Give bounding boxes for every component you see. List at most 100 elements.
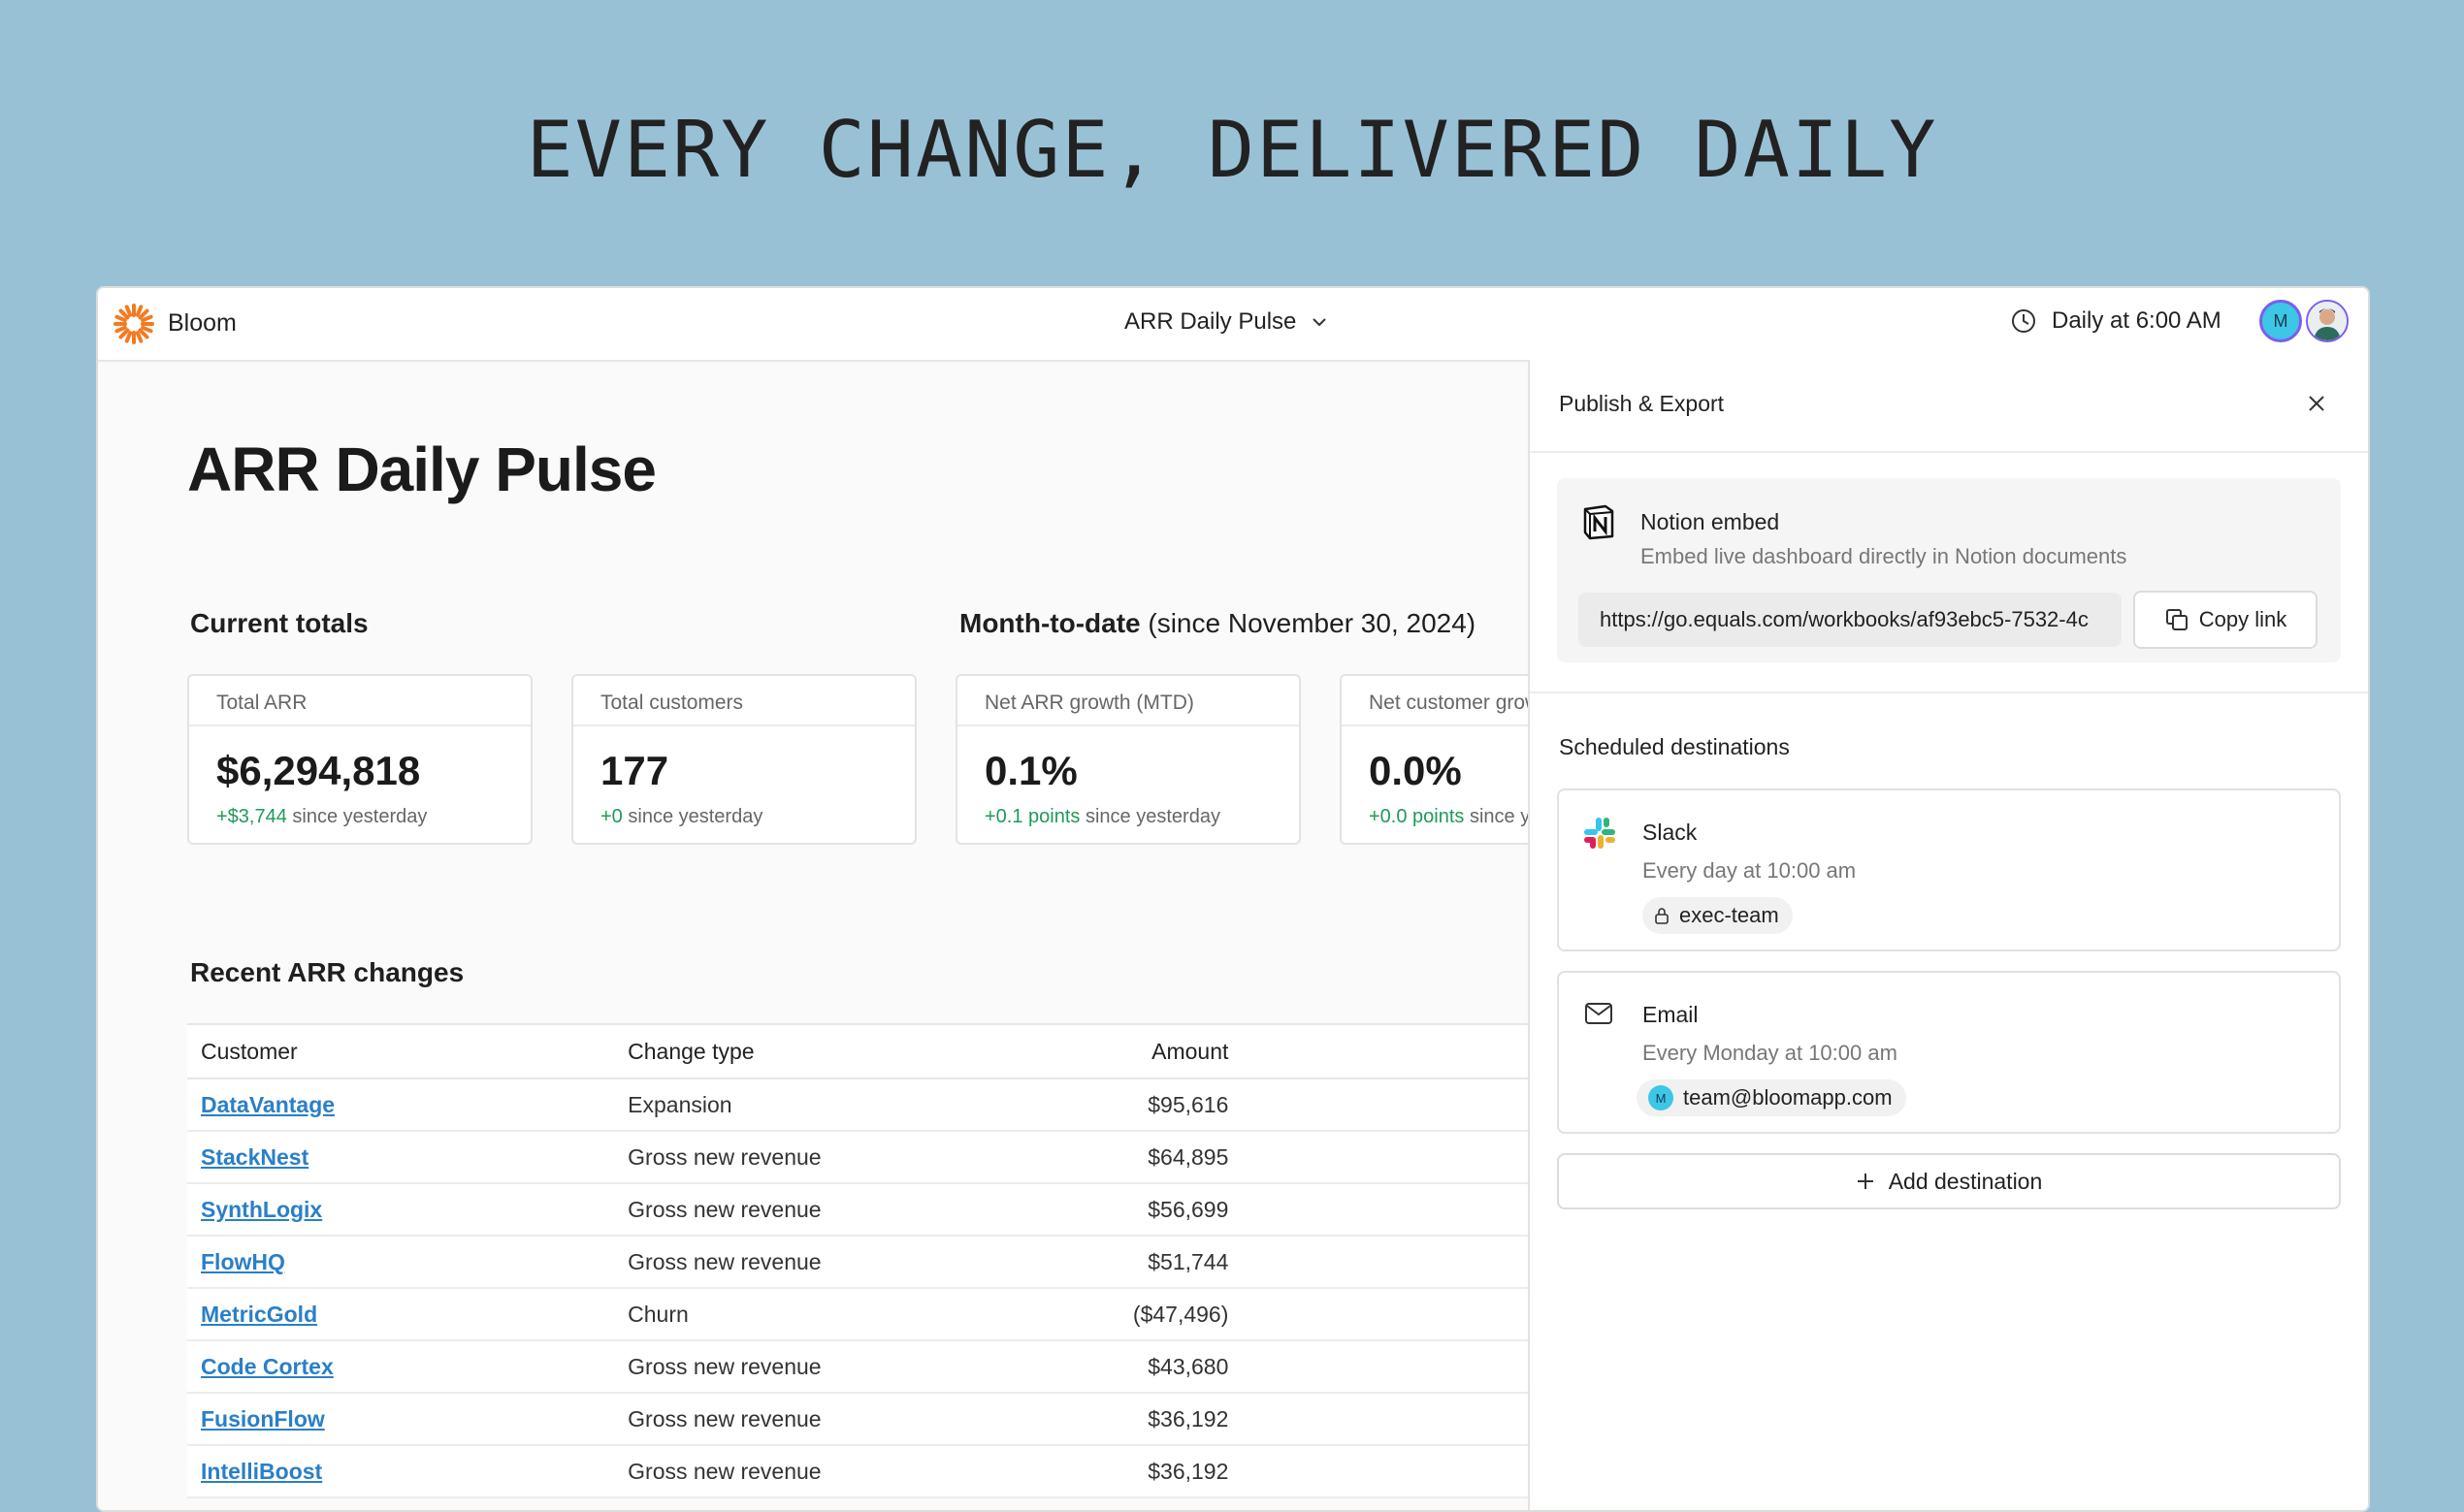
- customer-link[interactable]: StackNest: [201, 1143, 309, 1170]
- table-row[interactable]: MetricGold Churn ($47,496): [187, 1288, 1528, 1341]
- metric-card-total-arr: Total ARR $6,294,818 +$3,744 since yeste…: [187, 674, 533, 845]
- avatar-initial: M: [1655, 1090, 1667, 1106]
- metric-label: Net customer growth (MTD): [1342, 676, 1528, 726]
- table-row[interactable]: StackNest Gross new revenue $64,895: [187, 1131, 1528, 1184]
- destination-card-slack[interactable]: Slack Every day at 10:00 am exec-team: [1557, 788, 2341, 951]
- top-bar: Bloom ARR Daily Pulse Daily at 6:00 AM M: [98, 288, 2368, 362]
- page-title: ARR Daily Pulse: [187, 434, 657, 504]
- customer-link[interactable]: SynthLogix: [201, 1196, 323, 1222]
- delta-suffix: since yesterday: [292, 806, 428, 827]
- customer-link[interactable]: FlowHQ: [201, 1248, 285, 1274]
- add-destination-button[interactable]: Add destination: [1557, 1153, 2341, 1209]
- table-row[interactable]: IntelliBoost Gross new revenue $36,192: [187, 1445, 1528, 1498]
- schedule-label: Daily at 6:00 AM: [2052, 307, 2221, 334]
- table-row[interactable]: Code Cortex Gross new revenue $43,680: [187, 1340, 1528, 1394]
- mtd-heading: Month-to-date (since November 30, 2024): [959, 608, 1475, 639]
- avatar-photo[interactable]: [2306, 300, 2349, 342]
- amount-cell: ($47,496): [1039, 1288, 1243, 1341]
- destination-name: Slack: [1642, 820, 1698, 845]
- arr-changes-table: Customer Change type Amount DataVantage E…: [187, 1023, 1528, 1498]
- add-destination-label: Add destination: [1888, 1168, 2043, 1194]
- delta-suffix: since yesterday: [1469, 806, 1528, 827]
- change-type-cell: Gross new revenue: [614, 1340, 1040, 1394]
- chip-label: exec-team: [1679, 903, 1779, 927]
- avatar-group: M: [2259, 300, 2349, 342]
- workbook-title: ARR Daily Pulse: [1124, 308, 1297, 335]
- mtd-label: Month-to-date: [959, 608, 1141, 638]
- delta-amount: +0.0 points: [1369, 806, 1465, 827]
- customer-link[interactable]: FusionFlow: [201, 1405, 325, 1432]
- delta-amount: +0.1 points: [985, 806, 1081, 827]
- customer-link[interactable]: DataVantage: [201, 1091, 336, 1117]
- avatar: M: [1648, 1085, 1673, 1110]
- person-photo-icon: [2308, 302, 2347, 340]
- extra-cell: [1242, 1236, 1528, 1289]
- metric-delta: +0.1 points since yesterday: [985, 806, 1220, 828]
- chip-label: team@bloomapp.com: [1683, 1085, 1893, 1110]
- column-header-change-type[interactable]: Change type: [614, 1023, 1040, 1079]
- schedule-indicator[interactable]: Daily at 6:00 AM: [2011, 307, 2221, 335]
- customer-link[interactable]: IntelliBoost: [201, 1458, 323, 1484]
- extra-cell: [1242, 1340, 1528, 1394]
- destination-schedule: Every Monday at 10:00 am: [1642, 1041, 1897, 1065]
- delta-amount: +$3,744: [216, 806, 287, 827]
- table-row[interactable]: SynthLogix Gross new revenue $56,699: [187, 1183, 1528, 1237]
- change-type-cell: Gross new revenue: [614, 1183, 1040, 1237]
- workbook-selector[interactable]: ARR Daily Pulse: [1124, 308, 1329, 336]
- change-type-cell: Gross new revenue: [614, 1131, 1040, 1184]
- divider: [1530, 451, 2368, 453]
- change-type-cell: Gross new revenue: [614, 1236, 1040, 1289]
- copy-link-button[interactable]: Copy link: [2133, 591, 2318, 649]
- table-row[interactable]: DataVantage Expansion $95,616: [187, 1078, 1528, 1132]
- extra-cell: [1242, 1131, 1528, 1184]
- close-icon[interactable]: [2306, 393, 2327, 414]
- extra-cell: [1242, 1393, 1528, 1446]
- metric-value: 0.0%: [1369, 748, 1462, 793]
- notion-title: Notion embed: [1640, 509, 1780, 534]
- extra-cell: [1242, 1078, 1528, 1132]
- divider: [1530, 692, 2368, 693]
- extra-cell: [1242, 1445, 1528, 1498]
- customer-cell: Code Cortex: [187, 1340, 615, 1394]
- metric-card-net-arr-growth: Net ARR growth (MTD) 0.1% +0.1 points si…: [956, 674, 1301, 845]
- table-row[interactable]: FlowHQ Gross new revenue $51,744: [187, 1236, 1528, 1289]
- delta-amount: +0: [600, 806, 623, 827]
- current-totals-heading: Current totals: [190, 608, 369, 638]
- customer-cell: IntelliBoost: [187, 1445, 615, 1498]
- column-header-customer[interactable]: Customer: [187, 1023, 615, 1079]
- destination-card-email[interactable]: Email Every Monday at 10:00 am M team@bl…: [1557, 971, 2341, 1134]
- amount-cell: $56,699: [1039, 1183, 1243, 1237]
- column-header-extra: [1242, 1023, 1528, 1079]
- notion-icon: [1583, 504, 1614, 540]
- extra-cell: [1242, 1288, 1528, 1341]
- slack-icon: [1584, 818, 1615, 849]
- recent-changes-heading: Recent ARR changes: [190, 957, 465, 987]
- change-type-cell: Churn: [614, 1288, 1040, 1341]
- notion-subtitle: Embed live dashboard directly in Notion …: [1640, 544, 2127, 568]
- metric-delta: +0.0 points since yesterday: [1369, 806, 1528, 828]
- column-header-amount[interactable]: Amount: [1039, 1023, 1243, 1079]
- embed-url-field[interactable]: [1578, 593, 2122, 647]
- clock-icon: [2012, 309, 2035, 333]
- avatar[interactable]: M: [2259, 300, 2302, 342]
- bloom-logo-icon: [113, 304, 154, 344]
- metric-card-net-customer-growth: Net customer growth (MTD) 0.0% +0.0 poin…: [1340, 674, 1528, 845]
- metric-label: Net ARR growth (MTD): [957, 676, 1299, 726]
- copy-link-label: Copy link: [2198, 607, 2287, 631]
- slack-channel-chip[interactable]: exec-team: [1642, 897, 1793, 934]
- customer-link[interactable]: Code Cortex: [201, 1353, 334, 1379]
- metric-label: Total customers: [573, 676, 915, 726]
- chevron-down-icon: [1313, 318, 1327, 327]
- plus-icon: [1857, 1174, 1873, 1189]
- notion-embed-section: Notion embed Embed live dashboard direct…: [1557, 478, 2341, 662]
- dashboard-canvas: ARR Daily Pulse Current totals Month-to-…: [98, 362, 1528, 1510]
- panel-title: Publish & Export: [1559, 391, 1725, 416]
- customer-cell: MetricGold: [187, 1288, 615, 1341]
- table-row[interactable]: FusionFlow Gross new revenue $36,192: [187, 1393, 1528, 1446]
- customer-link[interactable]: MetricGold: [201, 1301, 318, 1327]
- metric-delta: +0 since yesterday: [600, 806, 762, 828]
- metric-value: 177: [600, 748, 669, 793]
- scheduled-destinations-heading: Scheduled destinations: [1559, 734, 1790, 759]
- email-recipient-chip[interactable]: M team@bloomapp.com: [1637, 1079, 1906, 1116]
- amount-cell: $36,192: [1039, 1393, 1243, 1446]
